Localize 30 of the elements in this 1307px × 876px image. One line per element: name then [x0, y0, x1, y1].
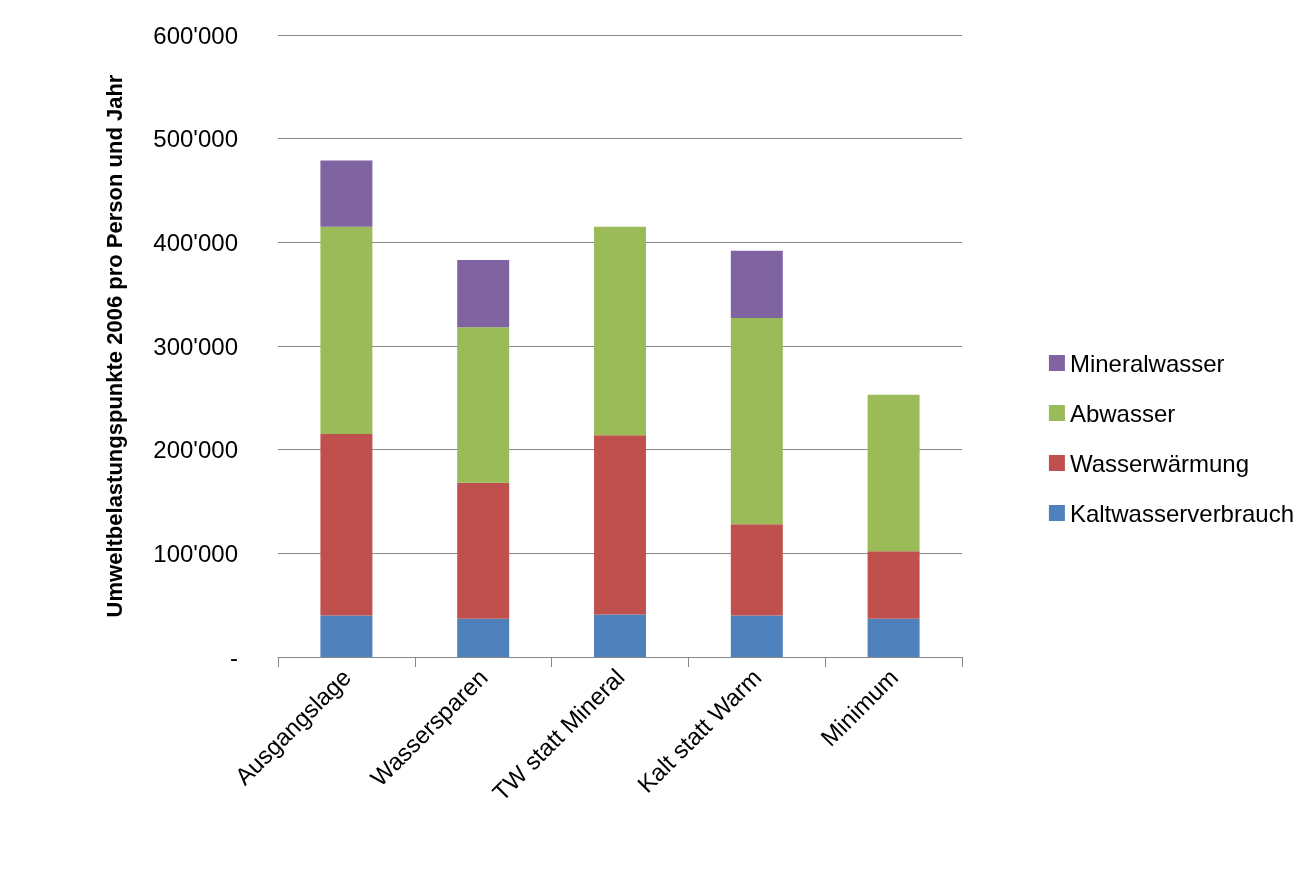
bar	[457, 327, 510, 483]
bar	[867, 394, 920, 552]
legend-label: Kaltwasserverbrauch	[1069, 499, 1295, 527]
bar	[457, 259, 510, 328]
bar	[867, 551, 920, 619]
y-tick-label: 100'000	[153, 539, 238, 567]
bar	[320, 226, 373, 435]
y-tick-label: 200'000	[153, 436, 238, 464]
bar	[730, 250, 783, 319]
bar	[594, 614, 646, 657]
y-axis-title: Umweltbelastungspunkte 2006 pro Person und Jahr	[101, 74, 127, 618]
bar	[730, 615, 783, 657]
y-tick-label: 400'000	[153, 228, 238, 256]
bar	[320, 615, 373, 657]
bar	[457, 618, 510, 657]
bar	[867, 618, 920, 657]
y-tick-label: 500'000	[153, 125, 238, 153]
y-tick-label: 600'000	[153, 21, 238, 49]
y-tick-label: -	[230, 643, 238, 671]
bar	[594, 226, 646, 436]
bar	[594, 435, 646, 615]
legend-label: Mineralwasser	[1069, 349, 1225, 377]
bar	[320, 434, 373, 616]
legend-label: Wasserwärmung	[1069, 449, 1250, 477]
legend-label: Abwasser	[1069, 399, 1176, 427]
bar	[730, 524, 783, 616]
bar	[457, 482, 510, 619]
bar	[320, 160, 373, 227]
y-tick-label: 300'000	[153, 332, 238, 360]
bar	[730, 318, 783, 525]
